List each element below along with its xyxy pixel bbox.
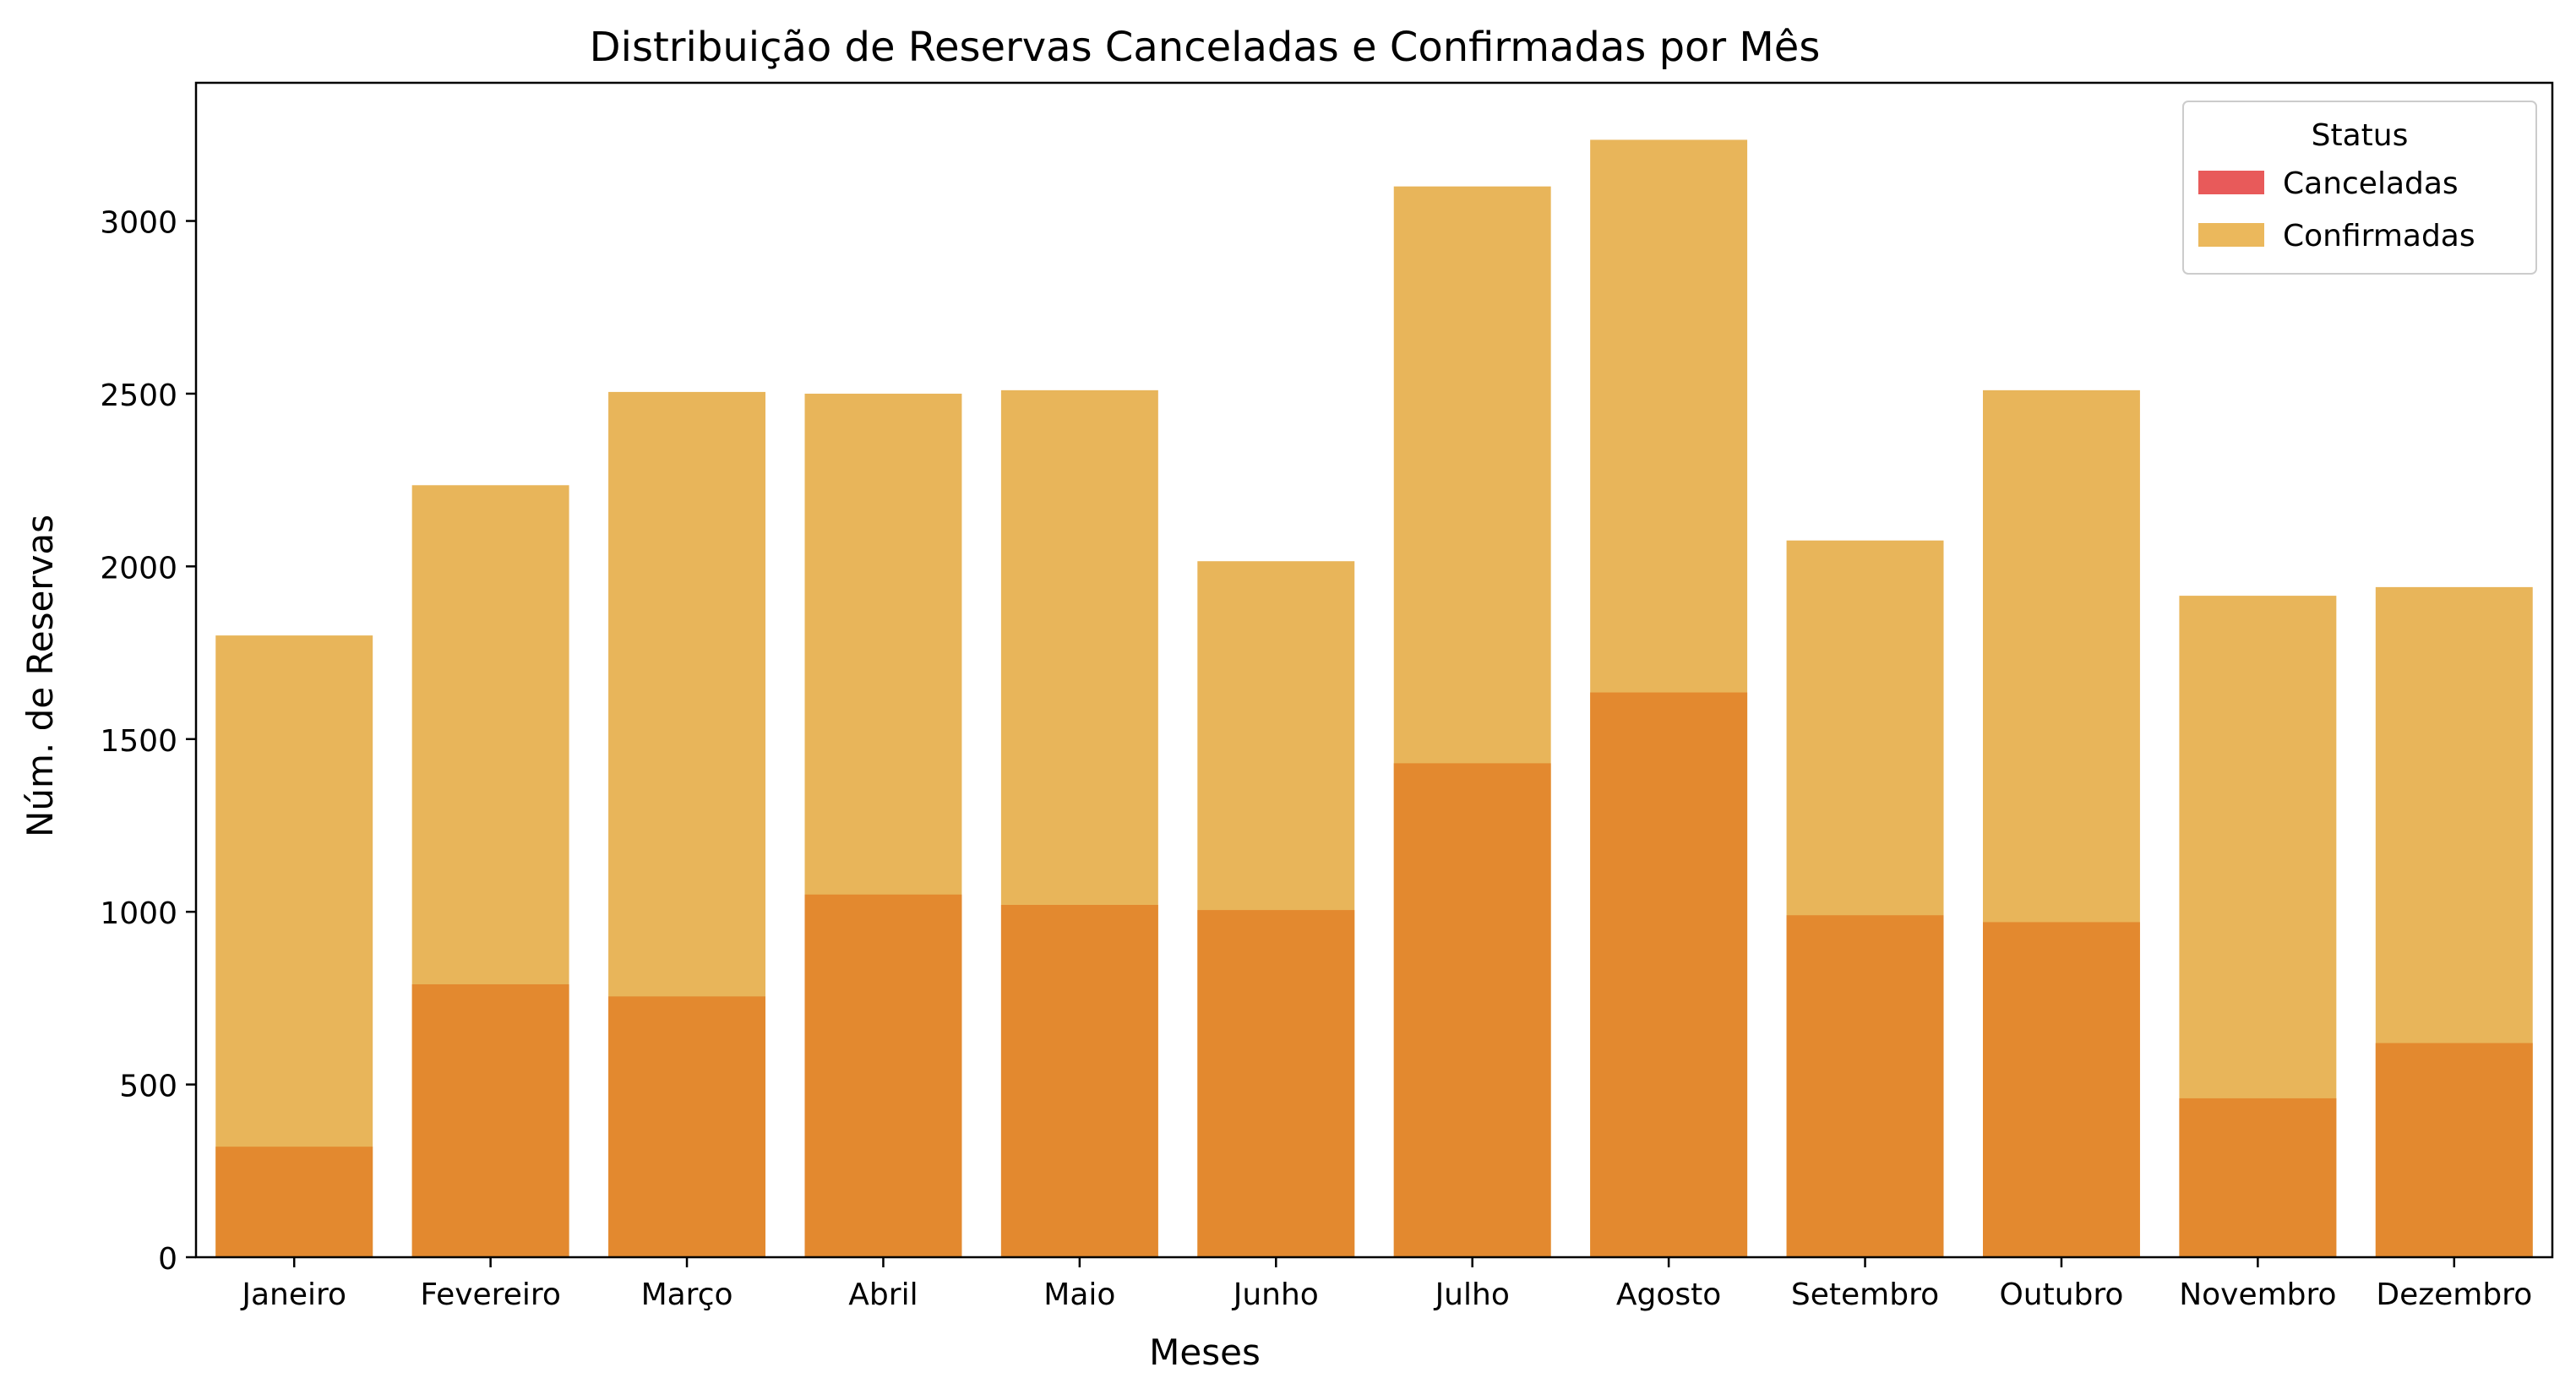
x-tick-label: Fevereiro: [420, 1277, 561, 1312]
x-tick-label: Dezembro: [2376, 1277, 2532, 1312]
axes-group: 0 500 1000 1500 2000 2500 3000 Janeiro Fevereiro…: [100, 81, 2554, 1312]
x-tick-label: Outubro: [1999, 1277, 2123, 1312]
y-tick-label: 0: [158, 1242, 177, 1277]
y-tick-label: 2500: [100, 379, 177, 413]
legend-swatch-confirmadas: [2198, 223, 2264, 247]
legend-label-confirmadas: Confirmadas: [2283, 219, 2475, 253]
x-tick-label: Janeiro: [240, 1277, 346, 1312]
bars-group: [215, 139, 2533, 1258]
x-tick-label: Setembro: [1791, 1277, 1939, 1312]
y-tick-label: 2000: [100, 551, 177, 586]
bar-canceladas-outubro: [1982, 922, 2140, 1257]
y-tick-label: 1000: [100, 896, 177, 931]
x-tick-label: Agosto: [1616, 1277, 1721, 1312]
legend-label-canceladas: Canceladas: [2283, 166, 2459, 201]
x-tick-label: Junho: [1232, 1277, 1319, 1312]
legend-swatch-canceladas: [2198, 171, 2264, 194]
bar-canceladas-abril: [804, 894, 962, 1257]
y-tick-label: 500: [119, 1070, 177, 1104]
bar-canceladas-julho: [1393, 763, 1551, 1257]
bar-canceladas-janeiro: [215, 1147, 373, 1257]
legend: Status Canceladas Confirmadas: [2182, 101, 2537, 275]
y-tick-label: 3000: [100, 206, 177, 241]
x-tick-label: Julho: [1434, 1277, 1510, 1312]
chart-title: Distribuição de Reservas Canceladas e Co…: [590, 24, 1821, 71]
y-tick-label: 1500: [100, 724, 177, 759]
legend-title: Status: [2312, 118, 2409, 153]
bar-canceladas-maio: [1000, 905, 1158, 1257]
x-tick-label: Novembro: [2179, 1277, 2336, 1312]
x-tick-label: Abril: [848, 1277, 918, 1312]
x-axis-label: Meses: [1149, 1332, 1261, 1373]
bar-canceladas-dezembro: [2375, 1043, 2533, 1257]
bar-canceladas-março: [608, 996, 765, 1257]
bar-canceladas-novembro: [2179, 1098, 2337, 1257]
y-axis-label: Núm. de Reservas: [19, 515, 61, 837]
x-tick-label: Março: [641, 1277, 733, 1312]
bar-canceladas-agosto: [1590, 692, 1748, 1257]
bar-canceladas-setembro: [1786, 915, 1944, 1257]
plot-frame: [194, 81, 2554, 1259]
legend-box: [2182, 101, 2537, 275]
bar-canceladas-fevereiro: [411, 984, 569, 1257]
bar-canceladas-junho: [1197, 910, 1355, 1257]
x-tick-label: Maio: [1043, 1277, 1115, 1312]
